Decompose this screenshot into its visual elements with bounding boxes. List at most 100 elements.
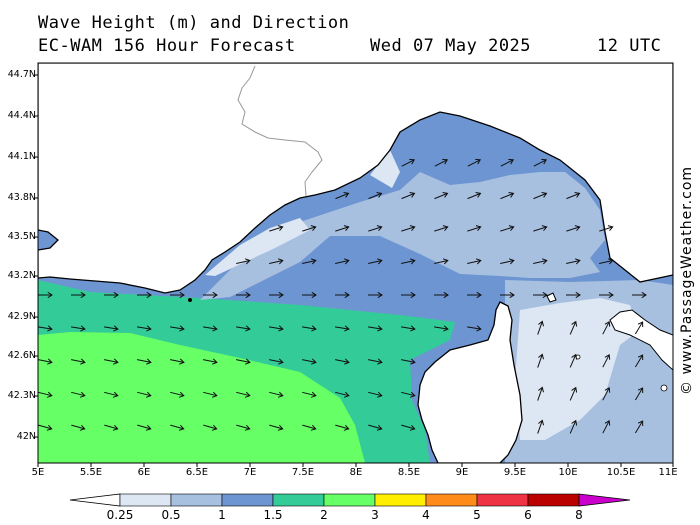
wave-direction-arrow	[335, 258, 350, 265]
chart-title: Wave Height (m) and Direction	[38, 13, 350, 33]
wave-direction-arrow	[401, 192, 416, 200]
wave-direction-arrow	[401, 258, 416, 265]
wave-direction-arrow	[335, 192, 350, 200]
wave-zone-0.5-1m-coast	[205, 218, 310, 276]
wave-direction-arrow	[569, 320, 578, 335]
wave-direction-arrows	[38, 158, 647, 434]
wave-direction-arrow	[335, 358, 350, 365]
colorbar-label: 5	[473, 508, 481, 522]
wave-direction-arrow	[335, 291, 350, 299]
colorbar-swatch-0.5-1	[170, 493, 223, 507]
wave-zone-0.5-1m-genoa	[370, 150, 400, 188]
wave-direction-arrow	[104, 358, 119, 365]
wave-direction-arrow	[634, 354, 644, 368]
wave-direction-arrow	[137, 424, 152, 431]
wave-direction-arrow	[537, 386, 544, 401]
colorbar-swatch-5-6	[476, 493, 529, 507]
colorbar-swatch-1-1.5	[221, 493, 274, 507]
colorbar	[69, 493, 631, 507]
wave-direction-arrow	[38, 325, 53, 332]
wave-direction-arrow	[434, 225, 449, 232]
forecast-date: Wed 07 May 2025	[370, 36, 532, 56]
wave-direction-arrow	[401, 391, 416, 398]
wave-direction-arrow	[368, 424, 383, 431]
border-france-italy	[237, 65, 323, 197]
wave-direction-arrow	[335, 225, 350, 232]
wave-direction-arrow	[170, 291, 185, 299]
wave-direction-arrow	[104, 291, 119, 299]
lat-label: 43.5N	[7, 231, 36, 242]
wave-direction-arrow	[401, 424, 416, 431]
wave-direction-arrow	[368, 391, 383, 398]
wave-direction-arrow	[634, 321, 644, 335]
colorbar-swatch-4-5	[425, 493, 478, 507]
wave-direction-arrow	[104, 424, 119, 431]
wave-direction-arrow	[401, 225, 416, 232]
wave-direction-arrow	[236, 358, 251, 365]
wave-direction-arrow	[533, 158, 548, 167]
wave-direction-arrow	[71, 424, 86, 431]
colorbar-label: 0.5	[161, 508, 181, 522]
wave-direction-arrow	[269, 325, 284, 332]
colorbar-label: 1	[218, 508, 226, 522]
lon-label: 7.5E	[291, 467, 315, 478]
wave-direction-arrow	[203, 424, 218, 431]
lat-label: 43.8N	[7, 192, 36, 203]
colorbar-swatch-0.25-0.5	[119, 493, 172, 507]
wave-direction-arrow	[368, 358, 383, 365]
wave-direction-arrow	[500, 291, 515, 299]
wave-direction-arrow	[236, 424, 251, 431]
colorbar-label: 4	[422, 508, 430, 522]
lat-label: 42N	[16, 431, 36, 442]
wave-direction-arrow	[467, 192, 482, 200]
wave-direction-arrow	[335, 325, 350, 332]
wave-direction-arrow	[170, 424, 185, 431]
wave-direction-arrow	[500, 258, 515, 265]
colorbar-label: 0.25	[106, 508, 134, 522]
wave-direction-arrow	[467, 291, 482, 299]
wave-direction-arrow	[38, 291, 53, 299]
land-corsica	[417, 301, 523, 463]
lon-label: 10E	[558, 467, 578, 478]
wave-direction-arrow	[566, 225, 581, 232]
wave-direction-arrow	[569, 353, 578, 368]
wave-direction-arrow	[104, 391, 119, 398]
lon-label: 8E	[349, 467, 363, 478]
wave-direction-arrow	[434, 192, 449, 200]
wave-direction-arrow	[599, 291, 614, 299]
wave-direction-arrow	[137, 325, 152, 332]
wave-direction-arrow	[368, 258, 383, 265]
wave-height-field	[38, 63, 673, 463]
lat-label: 42.3N	[7, 390, 36, 401]
colorbar-swatch-6-8	[527, 493, 580, 507]
wave-direction-arrow	[401, 291, 416, 299]
wave-direction-arrow	[434, 291, 449, 299]
wave-direction-arrow	[602, 320, 611, 335]
wave-direction-arrow	[467, 158, 482, 167]
wave-direction-arrow	[302, 424, 317, 431]
wave-direction-arrow	[236, 325, 251, 332]
colorbar-label: 1.5	[263, 508, 283, 522]
wave-direction-arrow	[203, 358, 218, 365]
wave-direction-arrow	[533, 225, 548, 232]
colorbar-swatch-3-4	[374, 493, 427, 507]
wave-zone-0.5-1m-tuscany	[515, 298, 640, 440]
wave-direction-arrow	[137, 358, 152, 365]
wave-direction-arrow	[434, 258, 449, 265]
wave-direction-arrow	[368, 192, 383, 200]
wave-direction-arrow	[599, 258, 614, 265]
wave-direction-arrow	[537, 419, 544, 434]
wave-direction-arrow	[236, 291, 251, 299]
wave-direction-arrow	[170, 358, 185, 365]
wave-direction-arrow	[170, 391, 185, 398]
wave-direction-arrow	[368, 325, 383, 332]
wave-direction-arrow	[566, 258, 581, 265]
wave-direction-arrow	[569, 419, 578, 434]
wave-direction-arrow	[602, 419, 611, 434]
wave-direction-arrow	[533, 192, 548, 200]
wave-direction-arrow	[335, 424, 350, 431]
wave-direction-arrow	[302, 358, 317, 365]
lon-label: 6E	[137, 467, 151, 478]
wave-direction-arrow	[302, 291, 317, 299]
